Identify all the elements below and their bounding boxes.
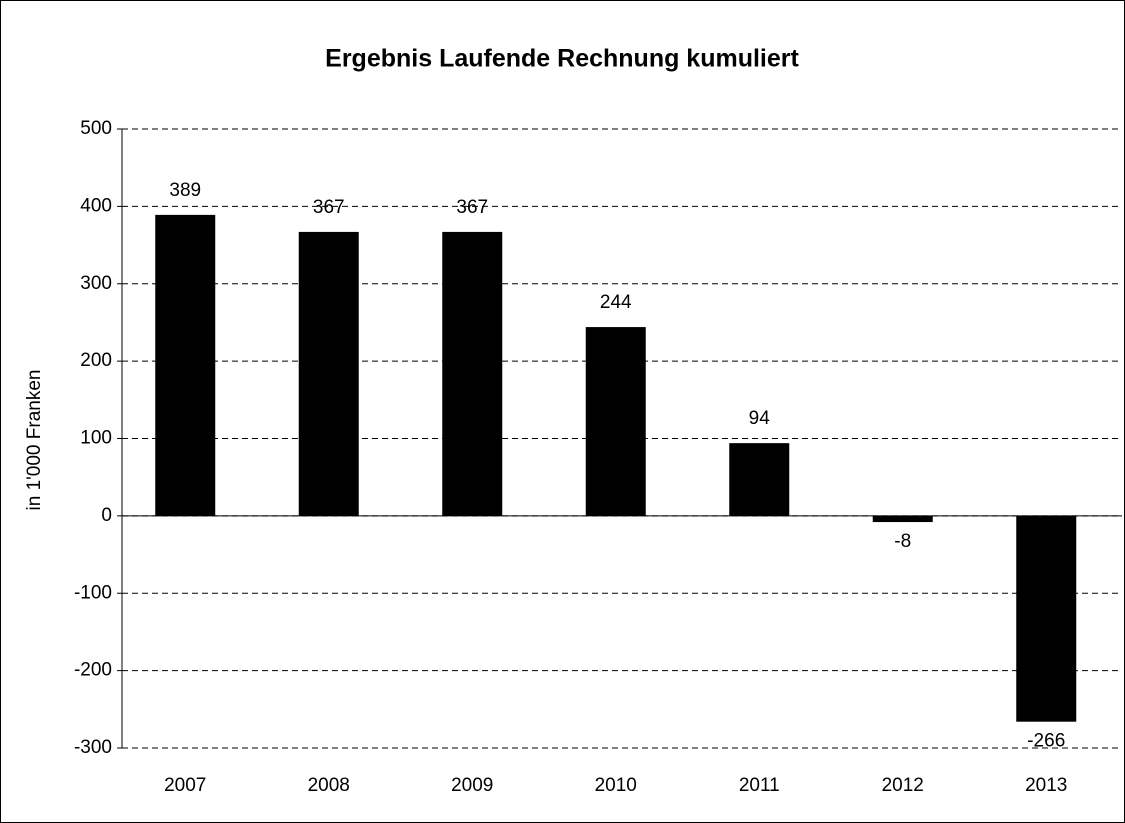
data-label: 94 xyxy=(749,408,771,429)
data-label: 367 xyxy=(456,197,488,218)
data-label: 244 xyxy=(600,292,632,313)
bar xyxy=(872,515,933,523)
bar xyxy=(155,214,216,516)
bar xyxy=(1016,515,1077,722)
x-tick-label: 2013 xyxy=(1025,775,1067,796)
y-axis-label: in 1'000 Franken xyxy=(24,370,45,511)
y-tick-label: -100 xyxy=(74,582,112,603)
x-tick-label: 2012 xyxy=(882,775,924,796)
y-tick-label: -300 xyxy=(74,737,112,758)
x-tick-label: 2007 xyxy=(164,775,206,796)
x-tick-label: 2011 xyxy=(739,775,780,796)
data-label: 389 xyxy=(169,180,201,201)
bar xyxy=(585,327,646,516)
data-label: -266 xyxy=(1027,731,1065,752)
y-tick-label: 300 xyxy=(80,273,112,294)
x-tick-label: 2010 xyxy=(595,775,637,796)
data-label: -8 xyxy=(894,531,911,552)
bar xyxy=(442,231,503,516)
x-tick-label: 2008 xyxy=(308,775,350,796)
y-tick-label: -200 xyxy=(74,660,112,681)
chart-title: Ergebnis Laufende Rechnung kumuliert xyxy=(325,45,799,73)
y-tick-label: 0 xyxy=(101,505,112,526)
x-tick-label: 2009 xyxy=(451,775,493,796)
y-tick-label: 500 xyxy=(80,118,112,139)
bar xyxy=(298,231,359,516)
y-tick-label: 400 xyxy=(80,195,112,216)
y-tick-label: 200 xyxy=(80,350,112,371)
y-tick-label: 100 xyxy=(80,428,112,449)
data-label: 367 xyxy=(313,197,345,218)
bar xyxy=(729,443,790,516)
